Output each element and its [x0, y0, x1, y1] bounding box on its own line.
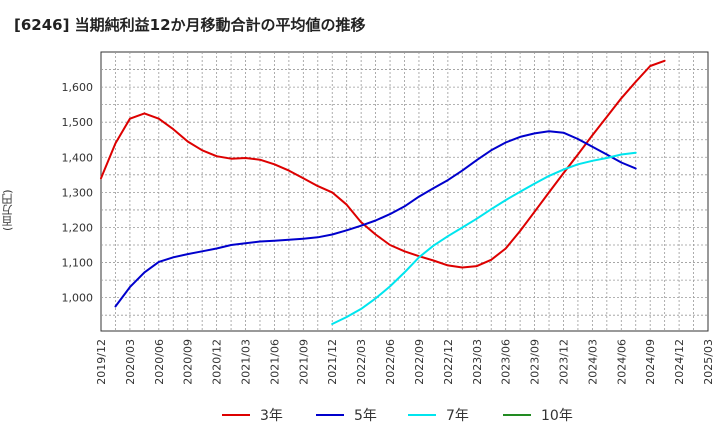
y-tick-label: 1,600 [62, 81, 94, 94]
chart-title: [6246] 当期純利益12か月移動合計の平均値の推移 [14, 16, 366, 34]
x-tick-label: 2023/12 [557, 339, 570, 385]
y-tick-label: 1,400 [62, 151, 94, 164]
x-tick-label: 2020/12 [211, 339, 224, 385]
legend-label: 10年 [541, 408, 573, 424]
x-tick-label: 2019/12 [95, 339, 108, 385]
x-tick-label: 2022/12 [442, 339, 455, 385]
x-tick-label: 2024/03 [586, 339, 599, 385]
legend-label: 5年 [354, 408, 377, 424]
legend-label: 7年 [446, 408, 469, 424]
x-tick-label: 2021/03 [240, 339, 253, 385]
y-tick-label: 1,200 [62, 221, 94, 234]
x-tick-label: 2023/09 [529, 339, 542, 385]
x-tick-label: 2023/06 [500, 339, 513, 385]
x-tick-label: 2023/03 [471, 339, 484, 385]
x-tick-label: 2022/03 [355, 339, 368, 385]
y-tick-label: 1,500 [62, 116, 94, 129]
x-tick-label: 2021/06 [268, 339, 281, 385]
x-tick-label: 2021/12 [326, 339, 339, 385]
x-tick-label: 2024/06 [615, 339, 628, 385]
x-tick-label: 2020/09 [182, 339, 195, 385]
y-tick-label: 1,000 [62, 292, 94, 305]
x-tick-label: 2024/12 [673, 339, 686, 385]
y-tick-label: 1,300 [62, 186, 94, 199]
x-tick-label: 2020/06 [153, 339, 166, 385]
legend-label: 3年 [260, 408, 283, 424]
series-line [331, 151, 637, 325]
y-tick-label: 1,100 [62, 257, 94, 270]
x-tick-label: 2022/09 [413, 339, 426, 385]
x-tick-label: 2021/09 [297, 339, 310, 385]
series-line [100, 59, 666, 269]
series-line [114, 130, 637, 308]
x-tick-label: 2022/06 [384, 339, 397, 385]
x-tick-label: 2024/09 [644, 339, 657, 385]
x-tick-label: 2020/03 [124, 339, 137, 385]
x-tick-label: 2025/03 [702, 339, 715, 385]
